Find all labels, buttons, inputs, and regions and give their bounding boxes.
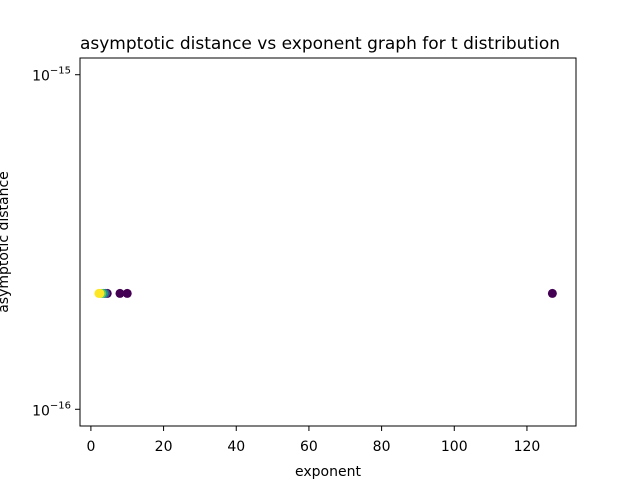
plot-area-frame [79,57,577,427]
x-axis-ticks: 0 20 40 60 80 100 120 [86,426,540,455]
y-tick-exponent: −16 [50,400,71,411]
scatter-point [94,288,104,298]
y-tick-label: 10−15 [32,66,71,85]
scatter-points [94,288,557,298]
x-tick-label: 40 [227,439,245,455]
x-tick-label: 80 [373,439,391,455]
x-tick-label: 60 [300,439,318,455]
x-tick-label: 100 [441,439,468,455]
scatter-point [547,288,557,298]
x-tick-label: 20 [155,439,173,455]
x-axis-label: exponent [295,464,361,480]
x-tick-label: 120 [514,439,541,455]
chart-title: asymptotic distance vs exponent graph fo… [80,34,560,54]
y-tick-base: 10 [32,69,50,85]
y-tick-base: 10 [32,403,50,419]
y-tick-label: 10−16 [32,400,71,419]
y-axis-label: asymptotic distance [0,171,12,313]
scatter-point [115,288,125,298]
x-tick-label: 0 [86,439,95,455]
y-tick-exponent: −15 [50,66,71,77]
scatter-point [122,288,132,298]
